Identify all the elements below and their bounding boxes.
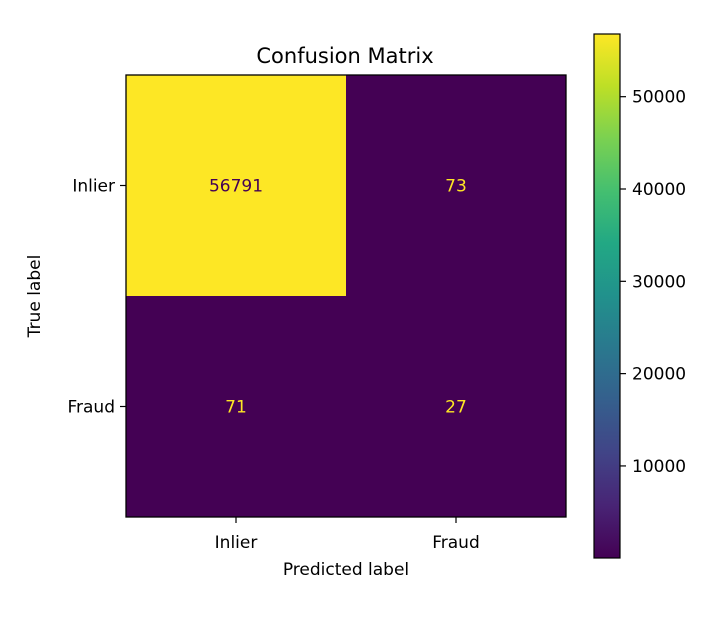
x-axis-ticks: Inlier Fraud bbox=[215, 517, 480, 553]
plot-frame bbox=[125, 74, 567, 518]
y-axis-label: True label bbox=[25, 255, 45, 339]
colorbar-tick-label: 30000 bbox=[632, 272, 686, 292]
colorbar bbox=[593, 33, 621, 559]
colorbar-tick-label: 50000 bbox=[632, 88, 686, 108]
matrix-cell bbox=[126, 296, 346, 517]
matrix-cell bbox=[126, 75, 346, 296]
x-tick-label: Inlier bbox=[215, 533, 258, 553]
matrix-cell bbox=[346, 296, 566, 517]
chart-title: Confusion Matrix bbox=[256, 44, 433, 68]
colorbar-ticks: 10000 20000 30000 40000 50000 bbox=[620, 88, 686, 477]
cell-value-label: 71 bbox=[225, 398, 247, 418]
colorbar-tick-label: 40000 bbox=[632, 180, 686, 200]
matrix-cell bbox=[346, 75, 566, 296]
colorbar-tick-label: 10000 bbox=[632, 457, 686, 477]
y-tick-label: Inlier bbox=[72, 177, 115, 197]
colorbar-tick-label: 20000 bbox=[632, 365, 686, 385]
x-tick-label: Fraud bbox=[432, 533, 480, 553]
y-axis-ticks: Inlier Fraud bbox=[67, 177, 126, 418]
matrix-cells: 56791 73 71 27 bbox=[126, 75, 566, 517]
y-tick-label: Fraud bbox=[67, 398, 115, 418]
x-axis-label: Predicted label bbox=[283, 560, 409, 580]
cell-value-label: 27 bbox=[445, 398, 467, 418]
cell-value-label: 73 bbox=[445, 177, 467, 197]
cell-value-label: 56791 bbox=[209, 177, 263, 197]
